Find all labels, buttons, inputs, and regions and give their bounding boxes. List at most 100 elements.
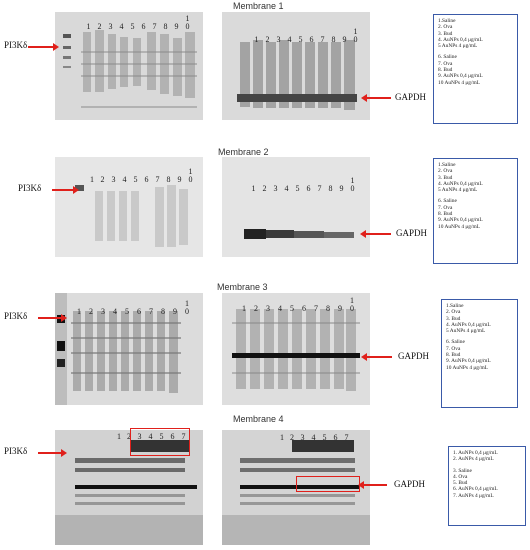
membrane-4-gapdh-label: GAPDH <box>394 479 426 489</box>
legend-item: 1. AuNPs 0,4 μg/mL <box>453 450 498 456</box>
membrane-1-pi3k-blot <box>55 12 203 120</box>
lane-number: 4 <box>278 304 282 313</box>
lane-number: 7 <box>149 307 153 316</box>
lane-number: 9 <box>338 304 342 313</box>
legend-item: 4. Ova <box>453 473 468 480</box>
lane-number: 8 <box>166 175 171 184</box>
legend-item: 2. Ova <box>438 168 453 175</box>
lane-number: 5 <box>290 304 294 313</box>
membrane-1-gapdh-blot <box>222 12 370 120</box>
lane-number: 3 <box>300 433 305 442</box>
lane-number: 1 <box>251 184 256 193</box>
legend-item: 4. AuNPs 0,4 μg/mL <box>438 180 483 187</box>
legend-item: 3. Bud <box>446 315 461 322</box>
lane-number: 6 <box>170 432 175 441</box>
legend-item: 2. AuNPs 4 μg/mL <box>453 456 494 463</box>
membrane-1-left-lane-numbers: 1 2 3 4 5 6 7 8 9 1 0 <box>83 14 193 32</box>
membrane-1-gapdh-label: GAPDH <box>395 92 427 102</box>
legend-item: 7. Ova <box>446 345 461 352</box>
legend-item: 6. Saline <box>438 54 457 61</box>
membrane-2-pi3k-label: PI3Kδ <box>18 183 42 193</box>
lane-number: 3 <box>108 22 113 31</box>
lane-number: 3 <box>137 432 142 441</box>
lane-number: 4 <box>311 433 316 442</box>
lane-number: 5 <box>159 432 164 441</box>
lane-number: 2 <box>89 307 93 316</box>
legend-item: 9. AuNPs 0,4 μg/mL <box>438 73 483 80</box>
lane-number: 1 <box>117 432 121 441</box>
legend-item: 3. Bud <box>438 174 453 181</box>
lane-number: 4 <box>284 184 289 193</box>
lane-number: 9 <box>177 175 182 184</box>
lane-number: 4 <box>287 35 292 44</box>
legend-item: 10 AuNPs 4 μg/mL <box>438 223 480 230</box>
lane-number: 2 <box>265 35 270 44</box>
lane-number: 6 <box>144 175 149 184</box>
membrane-2-left-lane-numbers: 1 2 3 4 5 6 7 8 9 1 0 <box>87 167 196 185</box>
membrane-4-gapdh-highlight-box <box>296 476 360 492</box>
legend-item: 9. AuNPs 0,4 μg/mL <box>446 358 491 365</box>
lane-number: 5 <box>295 184 300 193</box>
lane-number: 7 <box>314 304 318 313</box>
lane-number: 8 <box>331 35 336 44</box>
membrane-3-gapdh-blot <box>222 293 370 405</box>
lane-number: 6 <box>306 184 311 193</box>
membrane-1-legend: 1.Saline 2. Ova 3. Bud 4. AuNPs 0,4 μg/m… <box>433 14 518 124</box>
legend-item: 5. Bud <box>453 480 468 487</box>
legend-item: 7. Ova <box>438 204 453 211</box>
legend-item: 4. AuNPs 0,4 μg/mL <box>438 36 483 43</box>
lane-number: 1 0 <box>185 14 190 31</box>
lane-number: 8 <box>161 307 165 316</box>
legend-item: 1.Saline <box>438 18 456 24</box>
lane-number: 6 <box>141 22 146 31</box>
membrane-3-pi3k-label: PI3Kδ <box>4 311 28 321</box>
lane-number: 3 <box>276 35 281 44</box>
legend-item: 10 AuNPs 4 μg/mL <box>446 364 488 371</box>
membrane-2-title: Membrane 2 <box>218 147 269 157</box>
legend-item: 5 AuNPs 4 μg/mL <box>438 43 478 50</box>
lane-number: 6 <box>333 433 338 442</box>
legend-item: 7. Ova <box>438 60 453 67</box>
lane-number: 9 <box>174 22 179 31</box>
legend-item: 2. Ova <box>446 309 461 316</box>
lane-number: 3 <box>111 175 116 184</box>
lane-number: 1 0 <box>350 296 354 313</box>
membrane-3-left-lane-numbers: 1 2 3 4 5 6 7 8 9 1 0 <box>73 300 193 317</box>
lane-number: 5 <box>322 433 327 442</box>
membrane-3-pi3k-blot <box>55 293 203 405</box>
lane-number: 7 <box>344 433 349 442</box>
lane-number: 7 <box>152 22 157 31</box>
lane-number: 6 <box>302 304 306 313</box>
lane-number: 3 <box>273 184 278 193</box>
membrane-3-title: Membrane 3 <box>217 282 268 292</box>
membrane-2-legend: 1.Saline 2. Ova 3. Bud 4. AuNPs 0,4 μg/m… <box>433 158 518 264</box>
legend-item: 8. Bud <box>438 67 453 74</box>
lane-number: 8 <box>326 304 330 313</box>
membrane-4-pi3k-highlight-box <box>130 428 190 456</box>
lane-number: 1 <box>280 433 284 442</box>
membrane-3-gapdh-label: GAPDH <box>398 351 430 361</box>
membrane-2-gapdh-label: GAPDH <box>396 228 428 238</box>
lane-number: 7 <box>320 35 325 44</box>
lane-number: 1 0 <box>188 167 193 184</box>
membrane-2-gapdh-blot <box>222 157 370 257</box>
membrane-3-legend: 1.Saline 2. Ova 3. Bud 4. AuNPs 0,4 μg/m… <box>441 299 518 408</box>
membrane-4-pi3k-label: PI3Kδ <box>4 446 28 456</box>
membrane-3-pi3k-arrow <box>38 314 67 322</box>
membrane-4-title: Membrane 4 <box>233 414 284 424</box>
membrane-1-right-lane-numbers: 1 2 3 4 5 6 7 8 9 1 0 <box>251 27 361 45</box>
lane-number: 2 <box>127 432 131 441</box>
lane-number: 7 <box>155 175 160 184</box>
legend-item: 3. Saline <box>453 467 472 474</box>
legend-item: 10 AuNPs 4 μg/mL <box>438 79 480 86</box>
lane-number: 5 <box>125 307 129 316</box>
lane-number: 2 <box>290 433 294 442</box>
lane-number: 1 <box>242 304 246 313</box>
lane-number: 9 <box>342 35 347 44</box>
lane-number: 1 0 <box>353 27 358 44</box>
legend-item: 5 AuNPs 4 μg/mL <box>446 328 486 335</box>
lane-number: 5 <box>133 175 138 184</box>
lane-number: 1 <box>254 35 259 44</box>
